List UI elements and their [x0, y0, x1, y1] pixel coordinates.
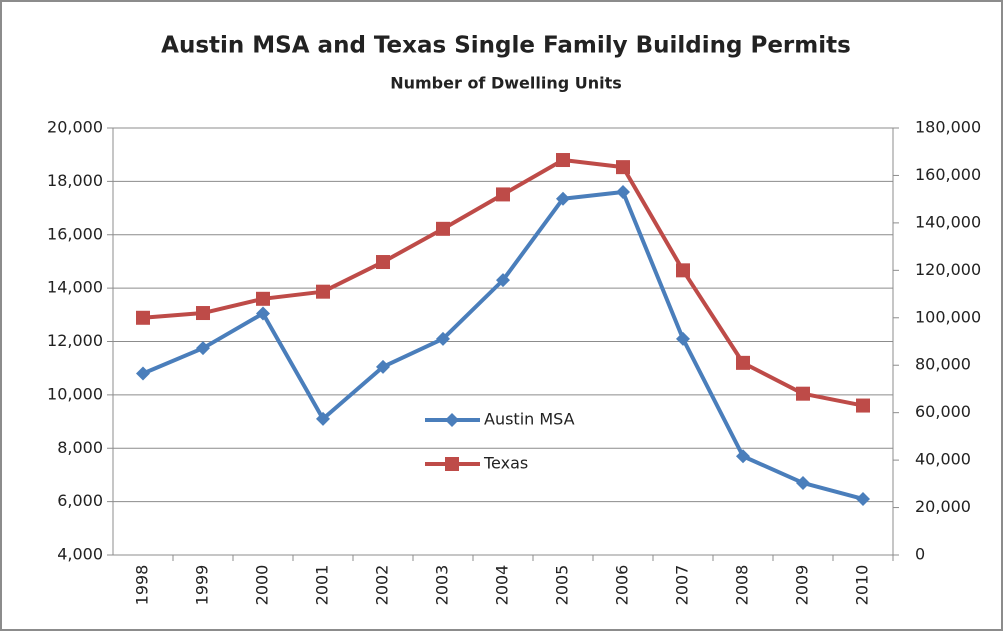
x-tick-label: 2004	[493, 565, 512, 606]
x-tick-label: 2002	[373, 565, 392, 606]
point	[556, 153, 570, 168]
point	[616, 160, 630, 175]
x-tick-label: 2000	[253, 565, 272, 606]
y-tick-label: 20,000	[47, 118, 103, 137]
y2-tick-label: 100,000	[915, 307, 981, 326]
point	[136, 366, 150, 381]
point	[736, 449, 750, 464]
y2-tick-label: 80,000	[915, 355, 971, 374]
x-tick-label: 2001	[313, 565, 332, 606]
point	[136, 310, 150, 325]
chart-title: Austin MSA and Texas Single Family Build…	[161, 33, 851, 59]
point	[256, 306, 270, 321]
x-tick-label: 2008	[733, 565, 752, 606]
y2-tick-label: 180,000	[915, 118, 981, 137]
y2-tick-label: 160,000	[915, 165, 981, 184]
y-tick-label: 10,000	[47, 384, 103, 403]
x-tick-label: 2007	[673, 565, 692, 606]
y-tick-label: 8,000	[57, 438, 103, 457]
y-tick-label: 14,000	[47, 278, 103, 297]
point	[496, 273, 510, 288]
point	[616, 185, 630, 200]
point	[856, 398, 870, 413]
y-tick-label: 4,000	[57, 545, 103, 564]
x-tick-label: 2006	[613, 565, 632, 606]
point	[196, 341, 210, 356]
point	[316, 411, 330, 426]
y2-tick-label: 60,000	[915, 402, 971, 421]
x-tick-label: 1999	[193, 565, 212, 606]
y2-tick-label: 20,000	[915, 497, 971, 516]
x-tick-label: 1998	[133, 565, 152, 606]
point	[676, 263, 690, 278]
y-tick-label: 12,000	[47, 331, 103, 350]
y-tick-label: 6,000	[57, 491, 103, 510]
x-tick-label: 2010	[853, 565, 872, 606]
x-tick-label: 2009	[793, 565, 812, 606]
point	[856, 491, 870, 506]
legend-marker	[445, 413, 459, 427]
point	[376, 359, 390, 374]
x-tick-label: 2005	[553, 565, 572, 606]
y2-tick-label: 140,000	[915, 212, 981, 231]
point	[796, 386, 810, 401]
legend-label: Austin MSA	[484, 410, 575, 429]
point	[676, 331, 690, 346]
point	[256, 291, 270, 306]
y-tick-label: 18,000	[47, 171, 103, 190]
y2-tick-label: 0	[915, 545, 925, 564]
y2-tick-label: 120,000	[915, 260, 981, 279]
point	[196, 306, 210, 321]
chart-subtitle: Number of Dwelling Units	[390, 74, 622, 93]
y-tick-label: 16,000	[47, 224, 103, 243]
point	[796, 475, 810, 490]
y2-tick-label: 40,000	[915, 450, 971, 469]
point	[436, 331, 450, 346]
legend-label: Texas	[483, 454, 528, 473]
point	[496, 187, 510, 202]
legend-marker	[445, 457, 459, 471]
point	[376, 255, 390, 270]
point	[556, 191, 570, 206]
x-tick-label: 2003	[433, 565, 452, 606]
point	[436, 221, 450, 236]
point	[736, 355, 750, 370]
point	[316, 284, 330, 299]
